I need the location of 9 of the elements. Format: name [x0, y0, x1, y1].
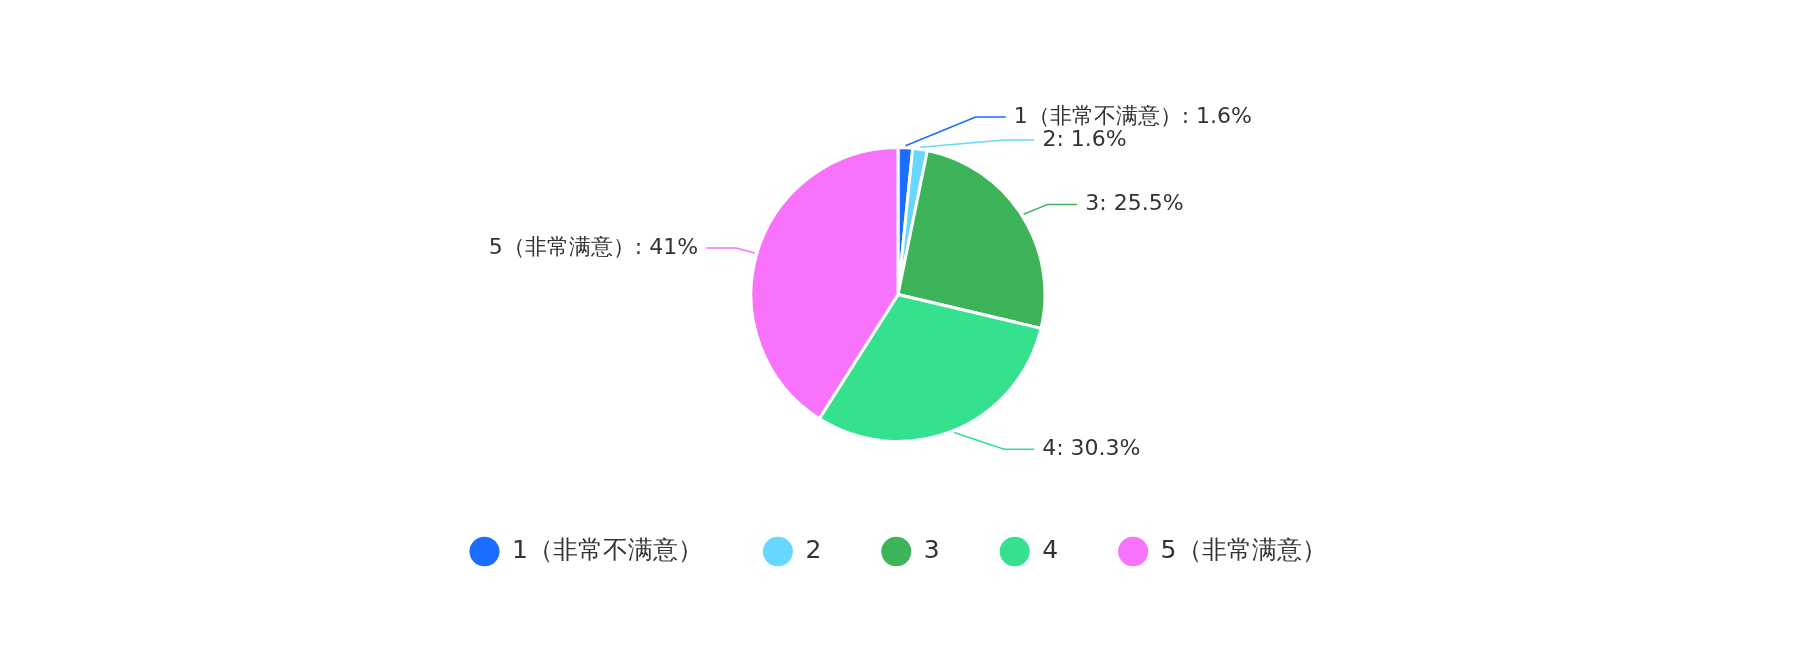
data-label: 3: 25.5%: [1085, 190, 1184, 216]
data-label: 1（非常不满意）: 1.6%: [1013, 102, 1252, 128]
data-label: 4: 30.3%: [1042, 434, 1141, 460]
legend-label: 4: [1042, 535, 1059, 564]
legend-label: 5（非常满意）: [1160, 535, 1327, 564]
legend-label: 3: [923, 535, 940, 564]
legend-label: 1（非常不满意）: [511, 535, 703, 564]
data-label: 5（非常满意）: 41%: [488, 233, 699, 259]
legend-label: 2: [805, 535, 822, 564]
